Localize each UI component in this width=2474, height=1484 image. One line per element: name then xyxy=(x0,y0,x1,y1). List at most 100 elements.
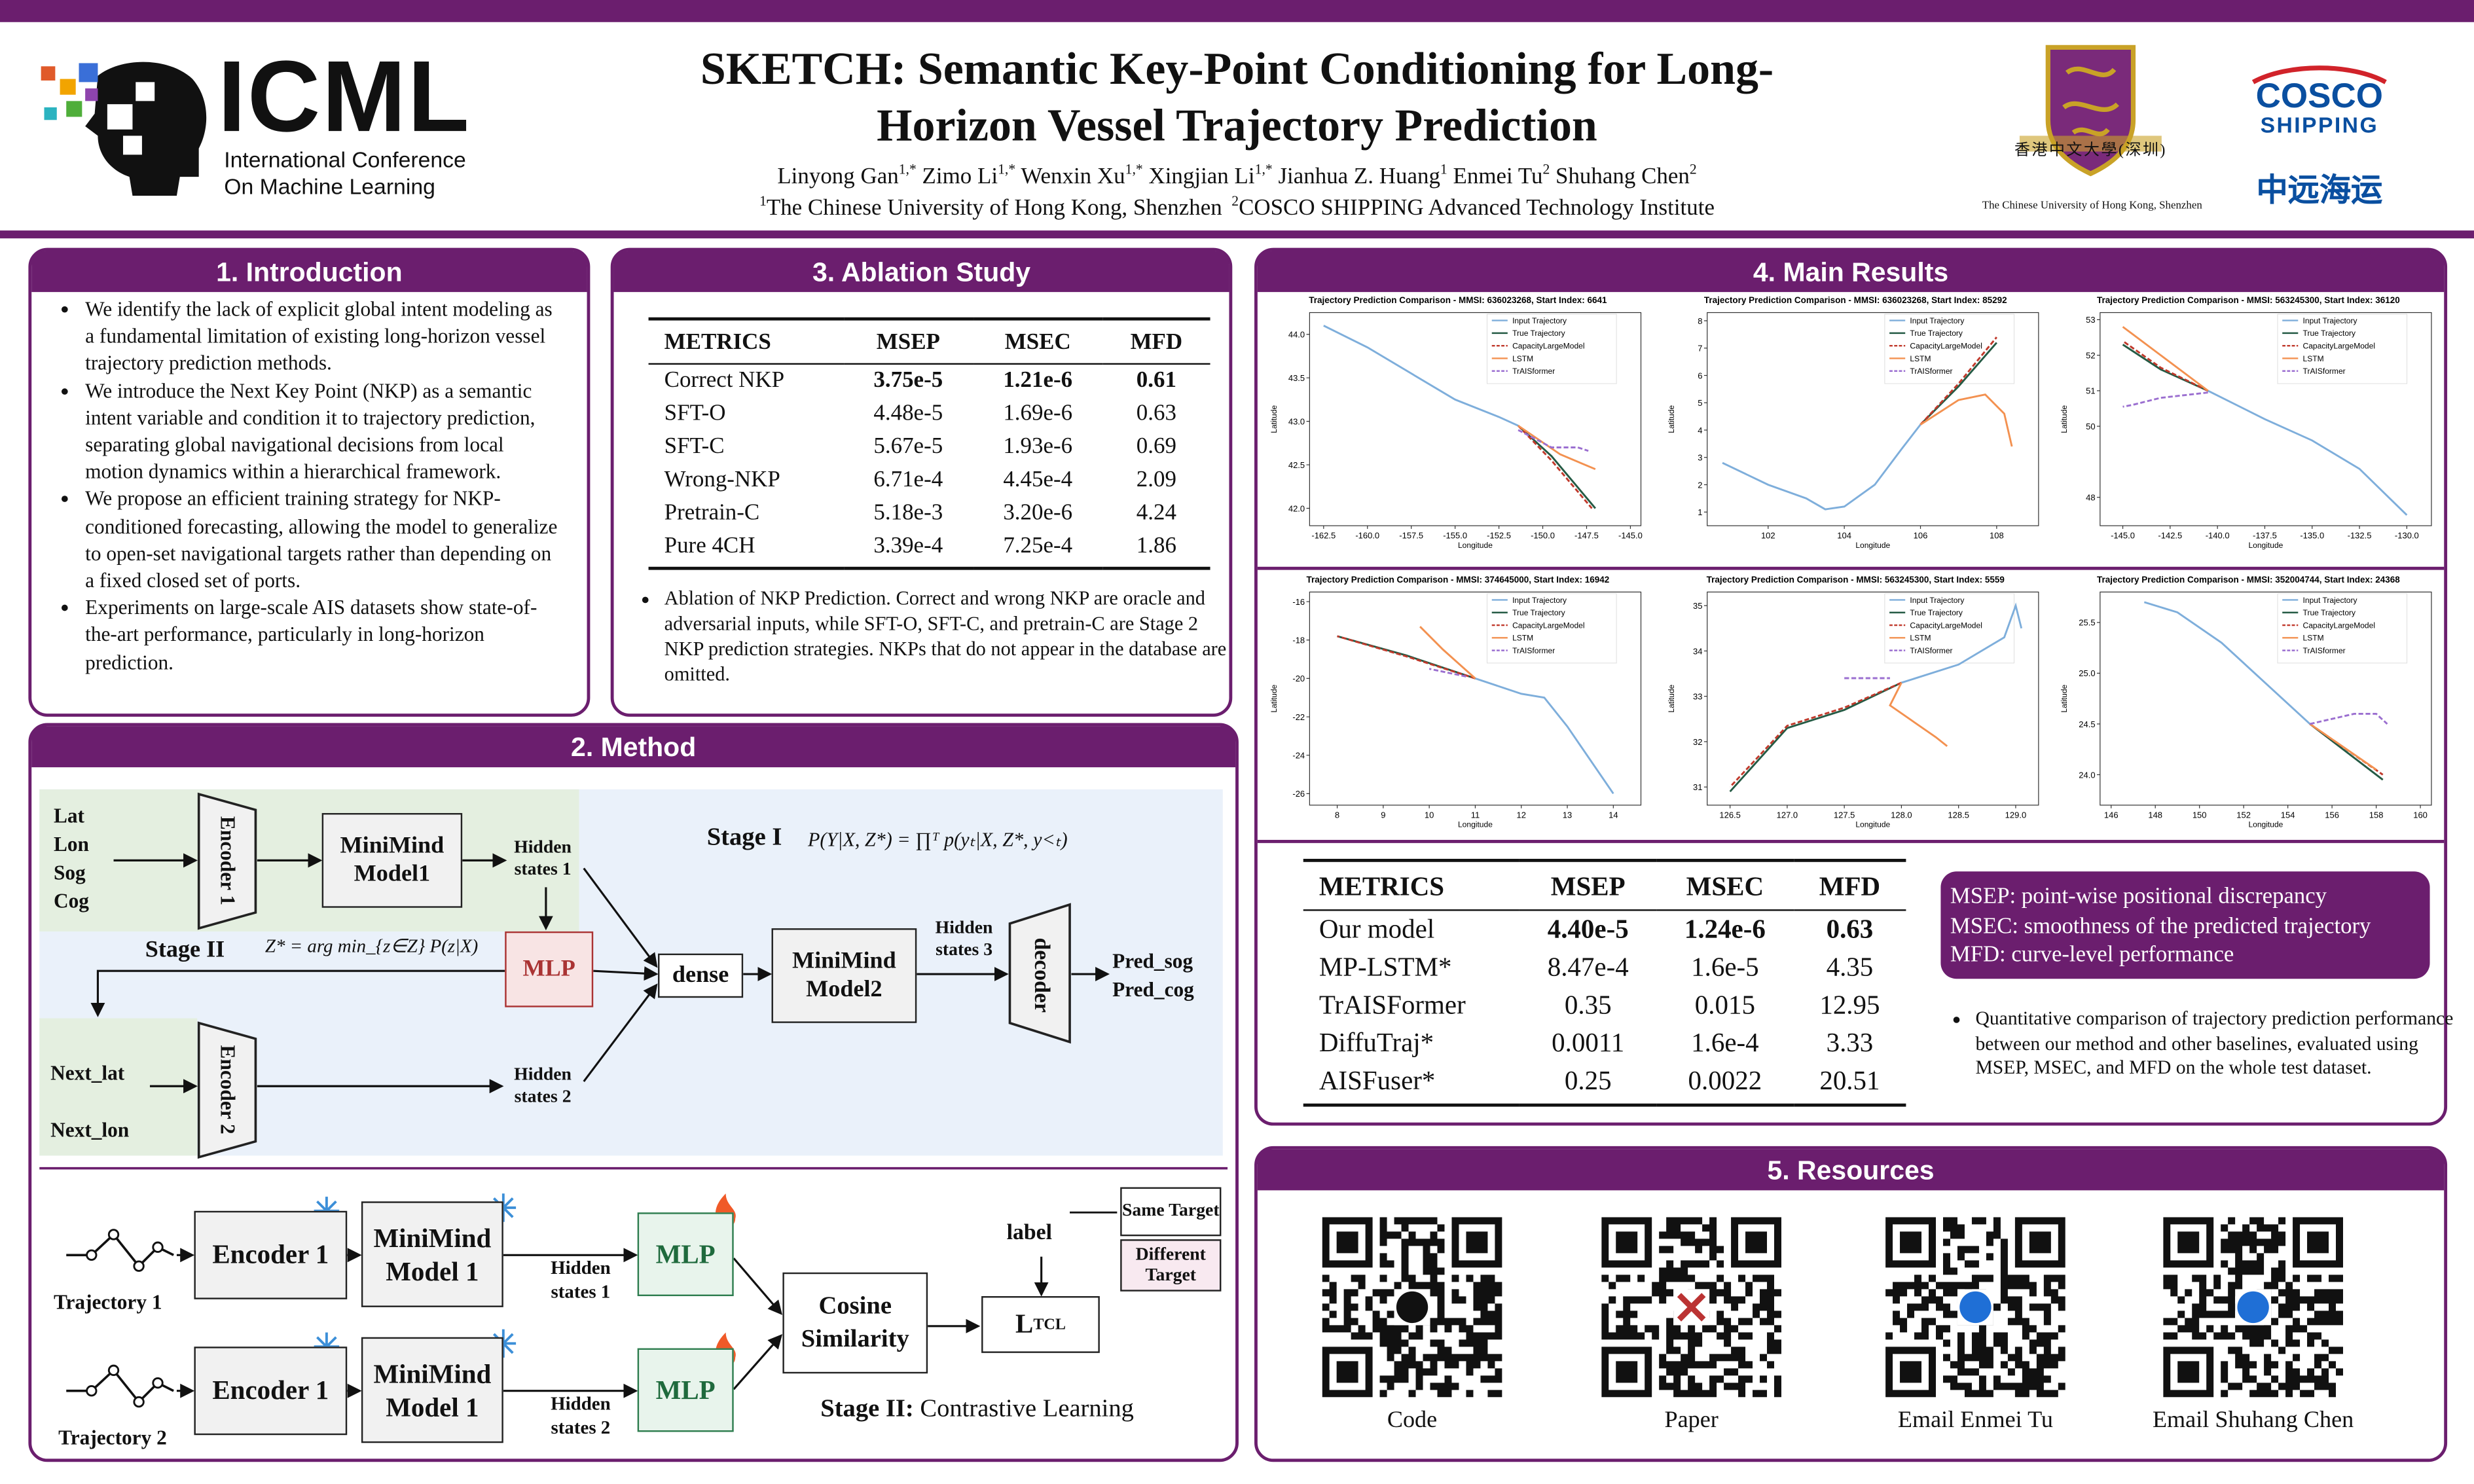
output-feature: Pred_sog xyxy=(1112,949,1193,973)
bullet-list: We identify the lack of explicit global … xyxy=(31,295,587,676)
trajectory-line xyxy=(1518,425,1596,509)
author-mark: 1,* xyxy=(898,160,917,177)
table-cell: 12.95 xyxy=(1819,990,1880,1020)
introduction-panel: 1. Introduction We identify the lack of … xyxy=(28,247,591,717)
x-tick-label: -152.5 xyxy=(1487,530,1511,540)
point xyxy=(152,1241,164,1253)
icml-logo-mark xyxy=(41,62,207,196)
poster-title: SKETCH: Semantic Key-Point Conditioning … xyxy=(700,44,1774,152)
legend-label: Input Trajectory xyxy=(2303,316,2357,325)
trajectory-line xyxy=(1518,425,1596,471)
y-tick-label: 51 xyxy=(2086,386,2095,396)
table-body: Our model 4.40e-5 1.24e-6 0.63 MP-LSTM* 8.47e… xyxy=(1303,910,1906,1107)
arrow xyxy=(90,969,505,1017)
x-axis-label: Longitude xyxy=(1458,541,1493,550)
x-tick-label: 12 xyxy=(1517,810,1526,820)
legend-label: CapacityLargeModel xyxy=(1910,621,1982,630)
y-tick-label: 7 xyxy=(1698,344,1702,353)
trajectory-line xyxy=(1919,336,1997,425)
table-row: SFT-C 5.67e-5 1.93e-6 0.69 xyxy=(649,431,1210,464)
table-row: AISFuser* 0.25 0.0022 20.51 xyxy=(1303,1062,1906,1107)
author: Wenxin Xu1,* xyxy=(1021,161,1142,189)
trajectory-line xyxy=(1337,635,1476,679)
y-tick-label: 35 xyxy=(1693,601,1702,611)
qr-code xyxy=(1601,1217,1782,1398)
table-cell: SFT-O xyxy=(664,401,726,427)
x-tick-label: 10 xyxy=(1425,810,1434,820)
table-head: METRICS MSEP MSEC MFD xyxy=(1303,859,1906,911)
cosco-word: COSCO xyxy=(2255,75,2384,116)
table-row: Wrong-NKP 6.71e-4 4.45e-4 2.09 xyxy=(649,464,1210,498)
table-row: Correct NKP 3.75e-5 1.21e-6 0.61 xyxy=(649,364,1210,398)
loss-sub: TCL xyxy=(1033,1316,1066,1333)
table-cell: 0.69 xyxy=(1136,434,1176,460)
trajectory-line xyxy=(1474,678,1614,795)
table-cell: 0.35 xyxy=(1564,990,1612,1020)
trajectory-line xyxy=(1722,424,1921,511)
table-cell: 3.20e-6 xyxy=(1003,500,1073,526)
y-tick-label: -24 xyxy=(1292,751,1305,761)
legend-label: LSTM xyxy=(2303,354,2324,363)
table-row: SFT-O 4.48e-5 1.69e-6 0.63 xyxy=(649,398,1210,431)
legend-label: CapacityLargeModel xyxy=(1512,621,1584,630)
x-tick-label: 152 xyxy=(2236,810,2251,820)
metric-definitions: MSEP: point-wise positional discrepancy M… xyxy=(1940,871,2430,979)
table-cell: DiffuTraj* xyxy=(1319,1028,1434,1058)
input-features: Lat Lon Sog Cog xyxy=(54,802,89,916)
x-tick-label: -157.5 xyxy=(1399,530,1423,540)
author-mark: 1 xyxy=(1440,160,1447,177)
table-row: DiffuTraj* 0.0011 1.6e-4 3.33 xyxy=(1303,1024,1906,1062)
y-tick-label: -20 xyxy=(1292,674,1305,683)
y-tick-label: 50 xyxy=(2086,422,2095,431)
table-cell: Pure 4CH xyxy=(648,530,844,570)
x-tick-label: 126.5 xyxy=(1719,810,1741,820)
x-tick-label: 127.5 xyxy=(1834,810,1855,820)
mail-icon xyxy=(1959,1291,1992,1324)
caption-text: Contrastive Learning xyxy=(920,1395,1134,1422)
definition: MFD: curve-level performance xyxy=(1950,942,2234,968)
metrics-table: METRICS MSEP MSEC MFD Correct NKP 3.75e-5 1.21… xyxy=(648,317,1210,570)
legend-label: Input Trajectory xyxy=(1512,316,1567,325)
logo-text: ICML xyxy=(217,39,471,153)
cuhk-crest xyxy=(2019,45,2162,177)
legend-label: Input Trajectory xyxy=(1910,316,1964,325)
table-cell: Wrong-NKP xyxy=(664,467,780,493)
model-box: MiniMind Model1 xyxy=(321,813,463,908)
mlp-box: MLP xyxy=(637,1212,734,1297)
table-cell: 1.24e-6 xyxy=(1684,914,1766,945)
table-cell: Correct NKP xyxy=(664,367,785,393)
table-cell: 1.6e-4 xyxy=(1691,1028,1759,1058)
pixel xyxy=(44,107,57,120)
legend-box xyxy=(1487,314,1617,384)
x-tick-label: 11 xyxy=(1471,810,1480,820)
trajectory-plot: Trajectory Prediction Comparison - MMSI:… xyxy=(1667,295,2039,550)
table-cell: TrAISFormer xyxy=(1319,990,1466,1020)
y-tick-label: 34 xyxy=(1693,646,1702,656)
x-tick-label: 158 xyxy=(2369,810,2384,820)
x-tick-label: 150 xyxy=(2192,810,2207,820)
x-tick-label: 146 xyxy=(2104,810,2119,820)
output-feature: Pred_cog xyxy=(1112,977,1194,1002)
ablation-panel: 3. Ablation Study METRICS MSEP MSEC MFD Corr… xyxy=(610,247,1233,717)
head-shape xyxy=(85,62,207,196)
x-tick-label: 102 xyxy=(1761,530,1775,540)
logo-subtitle: International Conference On Machine Learn… xyxy=(224,147,466,200)
table-cell: 0.015 xyxy=(1694,990,1755,1020)
legend-label: True Trajectory xyxy=(1910,608,1963,617)
model-box: MiniMind Model 1 xyxy=(361,1337,503,1443)
table-cell: 7.25e-4 xyxy=(973,530,1103,570)
point xyxy=(107,1229,120,1240)
affiliations: 1The Chinese University of Hong Kong, Sh… xyxy=(600,192,1874,222)
model-box: MiniMind Model2 xyxy=(771,928,917,1023)
y-axis-label: Latitude xyxy=(2060,405,2069,433)
paper-icon xyxy=(1677,1293,1706,1322)
y-tick-label: 24.5 xyxy=(2079,719,2095,729)
table-cell: 1.69e-6 xyxy=(1003,401,1073,427)
table-cell: 0.25 xyxy=(1519,1062,1657,1107)
table-cell: 4.35 xyxy=(1826,952,1874,983)
legend-label: CapacityLargeModel xyxy=(2303,621,2375,630)
trajectory-plot: Trajectory Prediction Comparison - MMSI:… xyxy=(2060,295,2432,550)
resource-label: Email Enmei Tu xyxy=(1897,1408,2053,1434)
pixel xyxy=(85,88,98,101)
